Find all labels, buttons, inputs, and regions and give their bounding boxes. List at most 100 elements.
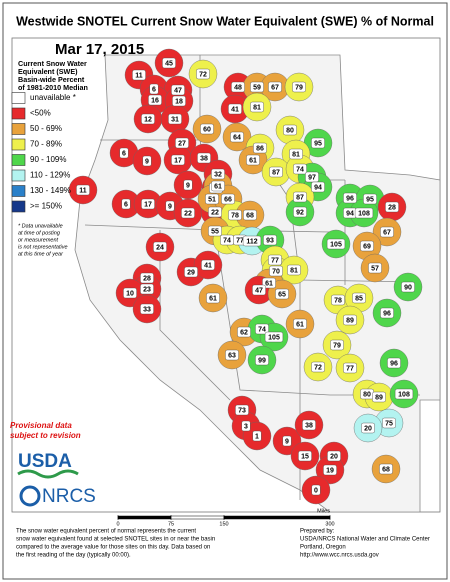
legend-label: 90 - 109% (30, 155, 66, 164)
basin-value: 90 (404, 284, 412, 291)
scale-unit: Miles (317, 508, 330, 514)
basin-value: 81 (290, 267, 298, 274)
basin-label-box (343, 192, 357, 204)
basin-label-box (211, 168, 225, 180)
basin-value: 15 (301, 453, 309, 460)
basin-value: 22 (184, 210, 192, 217)
basin-value: 17 (144, 201, 152, 208)
basin-label-box (331, 294, 345, 306)
basin-label-box (183, 179, 193, 191)
basin-label-box (387, 357, 401, 369)
scale-tick-label: 75 (168, 521, 174, 527)
legend-footnote: at time of posting (18, 230, 61, 236)
basin-label-box (140, 283, 154, 295)
legend-swatch (11, 123, 26, 135)
basin-value: 28 (388, 204, 396, 211)
basin-label-box (292, 81, 306, 93)
basin-value: 19 (326, 467, 334, 474)
basin-labels: 4511647161812316927173891511617922222429… (76, 57, 415, 496)
legend-label: <50% (30, 109, 51, 118)
basin-label-box (289, 148, 303, 160)
basin-label-box (283, 124, 297, 136)
basin-value: 11 (135, 72, 143, 79)
basin-label-box (311, 361, 325, 373)
basin-value: 45 (165, 60, 173, 67)
basin-label-box (221, 193, 235, 205)
basin-value: 20 (364, 425, 372, 432)
scale-tick-label: 0 (116, 521, 119, 527)
basin-value: 48 (234, 84, 242, 91)
basin-label-box (252, 284, 266, 296)
basin-value: 9 (186, 182, 190, 189)
basin-value: 18 (175, 98, 183, 105)
basin-value: 94 (314, 184, 322, 191)
legend-label: unavailable * (30, 93, 76, 102)
basin-label-box (231, 81, 245, 93)
basin-label-box (282, 435, 292, 447)
basin-value: 66 (224, 196, 232, 203)
basin-value: 20 (330, 453, 338, 460)
basin-label-box (401, 281, 415, 293)
legend-title: of 1981-2010 Median (18, 83, 88, 92)
basin-value: 68 (382, 466, 390, 473)
basin-label-box (181, 207, 195, 219)
footer-text: Prepared by: (300, 529, 335, 535)
basin-label-box (121, 198, 131, 210)
basin-label-box (264, 331, 284, 343)
footer-text: http://www.wcc.nrcs.usda.gov (300, 553, 379, 559)
basin-label-box (250, 101, 264, 113)
basin-value: 9 (168, 203, 172, 210)
state-border (159, 230, 231, 401)
basin-value: 22 (211, 209, 219, 216)
basin-label-box (361, 422, 375, 434)
basin-value: 86 (256, 145, 264, 152)
basin-label-box (293, 163, 307, 175)
basin-value: 9 (145, 158, 149, 165)
basin-label-box (242, 235, 262, 247)
basin-label-box (243, 209, 257, 221)
basin-value: 55 (211, 228, 219, 235)
basin-value: 105 (330, 241, 342, 248)
basin-label-box (250, 81, 264, 93)
basin-label-box (237, 326, 251, 338)
basin-value: 61 (249, 157, 257, 164)
basin-label-box (287, 264, 301, 276)
footer-left: The snow water equivalent percent of nor… (16, 529, 215, 559)
footer-text: USDA/NRCS National Water and Climate Cen… (300, 537, 430, 543)
basin-value: 10 (126, 290, 134, 297)
provisional-note: Provisional data (10, 421, 72, 430)
basin-label-box (208, 206, 222, 218)
basin-value: 95 (314, 140, 322, 147)
footer-text: Portland, Oregon (300, 545, 346, 551)
basin-label-box (175, 137, 189, 149)
scale-tick-label: 300 (325, 521, 334, 527)
legend-label: 70 - 89% (30, 140, 62, 149)
legend-footnote: * Data unavailable (18, 223, 63, 229)
basin-label-box (394, 388, 414, 400)
basin-label-box (354, 207, 374, 219)
basin-label-box (140, 272, 154, 284)
legend-title: Basin-wide Percent (18, 75, 85, 84)
basin-value: 6 (152, 86, 156, 93)
basin-label-box (255, 323, 269, 335)
basin-value: 85 (355, 295, 363, 302)
basin-label-box (323, 464, 337, 476)
basin-label-box (269, 265, 283, 277)
basin-label-box (165, 200, 175, 212)
basin-label-box (196, 68, 210, 80)
basin-label-box (293, 206, 307, 218)
legend-footnote: is not representative (18, 244, 68, 250)
basin-label-box (380, 307, 394, 319)
basin-value: 77 (271, 257, 279, 264)
basin-value: 96 (390, 360, 398, 367)
basin-label-box (311, 181, 325, 193)
footer-text: the first reading of the day (typically … (16, 553, 131, 559)
basin-label-box (330, 339, 344, 351)
basin-label-box (343, 314, 357, 326)
basin-label-box (141, 113, 155, 125)
scale-tick-label: 150 (219, 521, 228, 527)
footer-right: Prepared by: USDA/NRCS National Water and… (300, 529, 430, 559)
basin-value: 96 (346, 195, 354, 202)
basin-label-box (230, 131, 244, 143)
